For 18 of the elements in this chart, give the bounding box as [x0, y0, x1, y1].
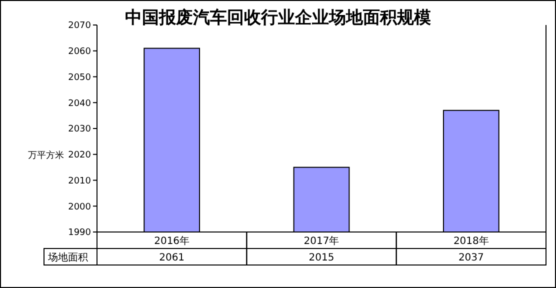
y-tick-label: 2070: [68, 21, 92, 32]
y-tick-label: 2010: [68, 176, 92, 186]
y-tick-label: 2060: [68, 47, 92, 58]
data-label: 2061: [159, 252, 185, 264]
x-tick-label: 2018年: [453, 234, 489, 247]
data-label: 2037: [458, 252, 484, 264]
y-tick-label: 1990: [68, 228, 92, 238]
chart-title: 中国报废汽车回收行业企业场地面积规模: [125, 8, 431, 28]
data-label: 2015: [308, 252, 334, 264]
y-tick-label: 2030: [68, 124, 92, 135]
text: 场地面积: [47, 251, 88, 264]
y-tick-label: 2050: [68, 72, 92, 83]
x-tick-label: 2016年: [154, 234, 190, 247]
y-tick-label: 2000: [68, 202, 92, 212]
y-tick-label: 2040: [68, 98, 92, 109]
x-tick-label: 2017年: [304, 234, 340, 247]
y-axis-title: 万平方米: [28, 150, 64, 161]
y-tick-label: 2020: [68, 150, 92, 161]
